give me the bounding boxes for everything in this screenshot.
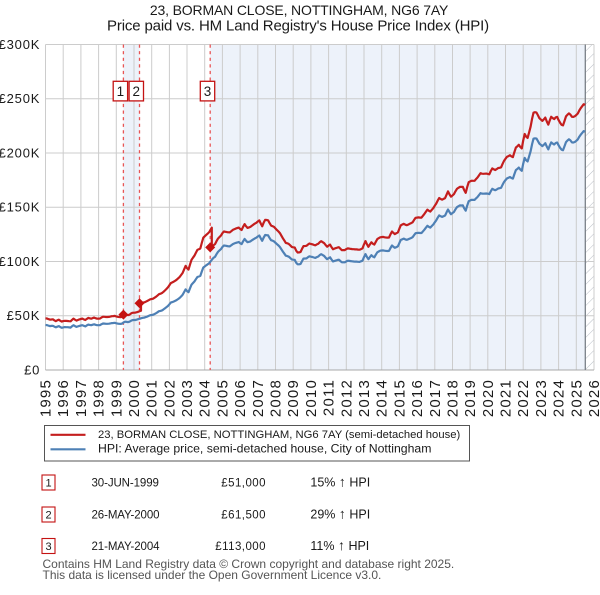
svg-text:11% ↑ HPI: 11% ↑ HPI xyxy=(310,537,369,553)
svg-text:2004: 2004 xyxy=(197,379,214,417)
svg-text:1998: 1998 xyxy=(91,379,108,417)
svg-text:2: 2 xyxy=(133,84,141,99)
svg-text:26-MAY-2000: 26-MAY-2000 xyxy=(92,510,160,522)
svg-text:21-MAY-2004: 21-MAY-2004 xyxy=(92,541,161,553)
svg-text:29% ↑ HPI: 29% ↑ HPI xyxy=(310,506,370,522)
svg-text:2022: 2022 xyxy=(515,379,532,417)
svg-text:£300K: £300K xyxy=(0,37,40,52)
svg-text:2020: 2020 xyxy=(480,379,497,417)
svg-text:2009: 2009 xyxy=(285,379,302,417)
svg-text:1995: 1995 xyxy=(38,379,55,417)
svg-text:2017: 2017 xyxy=(427,379,444,417)
svg-text:1: 1 xyxy=(117,84,125,99)
svg-text:23, BORMAN CLOSE, NOTTINGHAM,: 23, BORMAN CLOSE, NOTTINGHAM, NG6 7AY (s… xyxy=(98,429,460,441)
svg-text:2011: 2011 xyxy=(321,379,338,416)
svg-text:2000: 2000 xyxy=(126,379,143,417)
svg-text:£250K: £250K xyxy=(0,91,40,106)
svg-text:2025: 2025 xyxy=(568,379,585,417)
svg-text:1999: 1999 xyxy=(108,379,125,417)
svg-text:2016: 2016 xyxy=(409,379,426,417)
svg-text:£51,000: £51,000 xyxy=(221,478,266,490)
svg-text:2003: 2003 xyxy=(179,379,196,417)
svg-text:3: 3 xyxy=(204,84,212,99)
svg-text:2010: 2010 xyxy=(303,379,320,417)
svg-text:This data is licensed under th: This data is licensed under the Open Gov… xyxy=(43,568,382,582)
svg-text:2007: 2007 xyxy=(250,379,267,417)
svg-text:3: 3 xyxy=(45,541,51,553)
svg-text:2014: 2014 xyxy=(374,379,391,417)
svg-text:£150K: £150K xyxy=(0,200,40,215)
svg-text:15% ↑ HPI: 15% ↑ HPI xyxy=(310,474,370,490)
svg-text:2: 2 xyxy=(45,510,51,522)
svg-text:2012: 2012 xyxy=(338,379,355,417)
svg-text:Price paid vs. HM Land Registr: Price paid vs. HM Land Registry's House … xyxy=(107,18,489,35)
svg-text:£100K: £100K xyxy=(0,254,40,269)
svg-text:30-JUN-1999: 30-JUN-1999 xyxy=(92,478,159,490)
svg-text:£113,000: £113,000 xyxy=(215,541,266,553)
svg-text:£200K: £200K xyxy=(0,145,40,160)
svg-text:2021: 2021 xyxy=(498,379,515,417)
svg-text:2005: 2005 xyxy=(214,379,231,417)
svg-text:23, BORMAN CLOSE, NOTTINGHAM,: 23, BORMAN CLOSE, NOTTINGHAM, NG6 7AY xyxy=(150,2,449,18)
svg-text:2019: 2019 xyxy=(462,379,479,417)
svg-text:2013: 2013 xyxy=(356,379,373,417)
svg-text:1996: 1996 xyxy=(55,379,72,417)
svg-text:2018: 2018 xyxy=(445,379,462,417)
svg-text:Contains HM Land Registry data: Contains HM Land Registry data © Crown c… xyxy=(43,557,455,571)
svg-text:2024: 2024 xyxy=(551,379,568,417)
svg-text:1997: 1997 xyxy=(73,379,90,417)
svg-text:2002: 2002 xyxy=(161,379,178,417)
svg-text:HPI: Average price, semi-detac: HPI: Average price, semi-detached house,… xyxy=(98,441,431,455)
svg-text:£50K: £50K xyxy=(7,308,41,323)
svg-text:2006: 2006 xyxy=(232,379,249,417)
svg-text:£0: £0 xyxy=(24,362,40,377)
svg-text:2026: 2026 xyxy=(586,379,600,417)
svg-text:2015: 2015 xyxy=(391,379,408,417)
svg-text:£61,500: £61,500 xyxy=(221,510,266,522)
svg-text:2001: 2001 xyxy=(144,379,161,417)
svg-text:1: 1 xyxy=(45,478,51,490)
svg-text:2023: 2023 xyxy=(533,379,550,417)
svg-text:2008: 2008 xyxy=(268,379,285,417)
